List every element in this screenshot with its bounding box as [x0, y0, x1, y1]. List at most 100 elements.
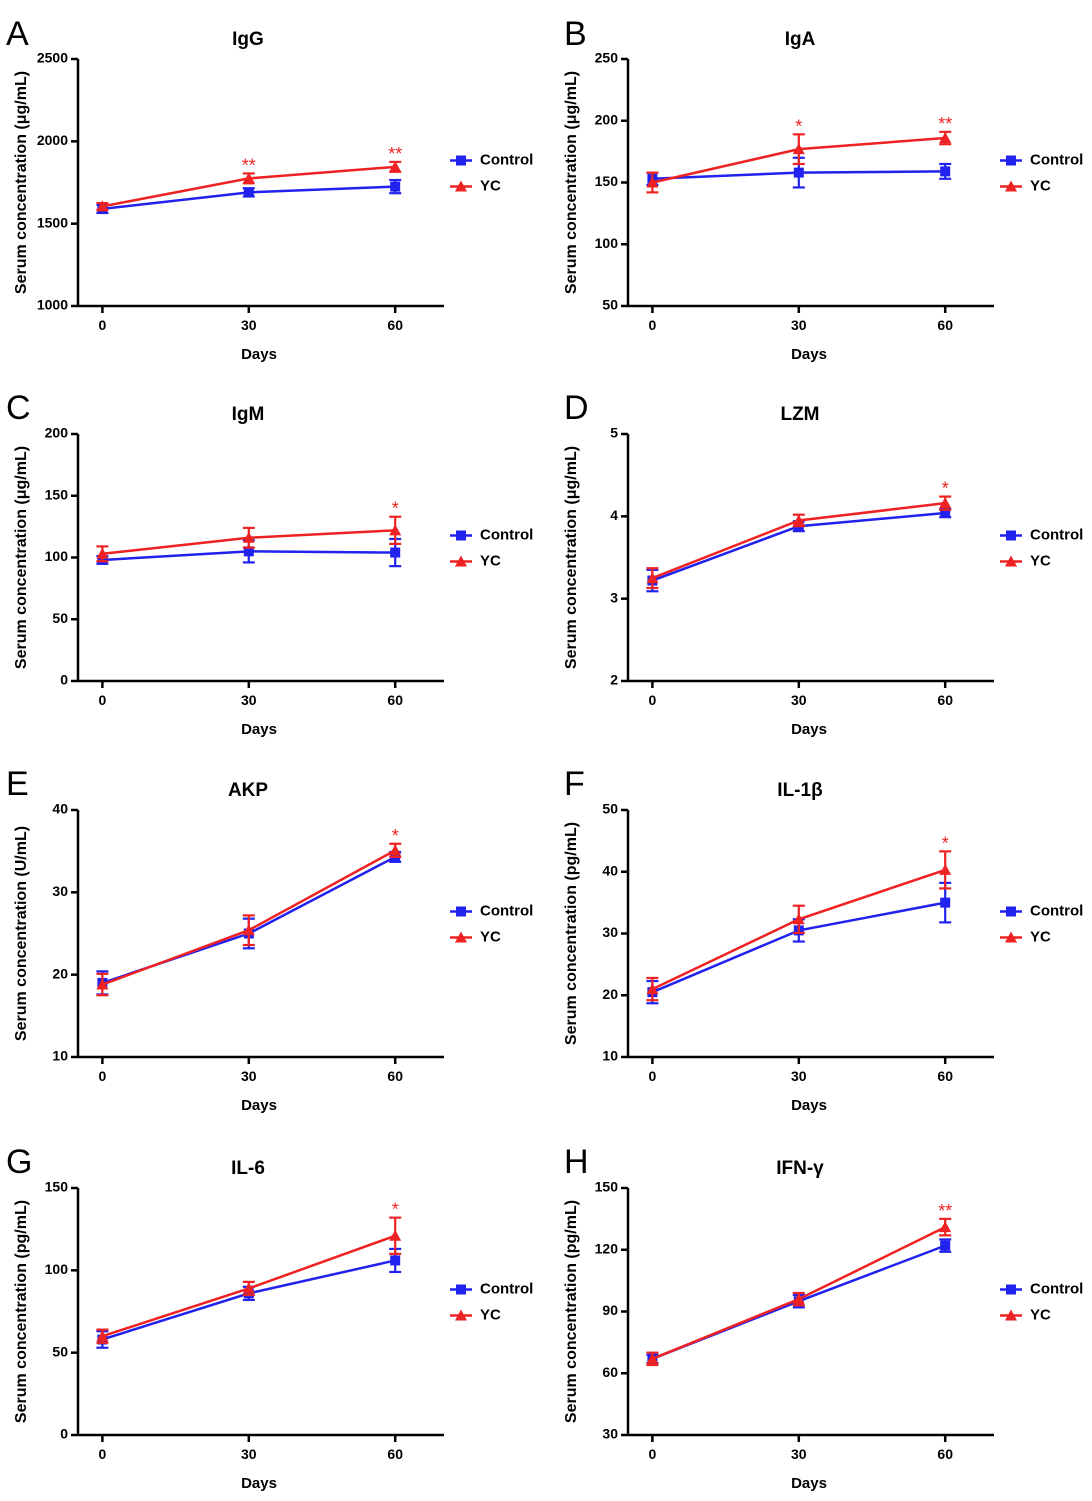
panel-a-y-label: Serum concentration (μg/mL) — [13, 71, 30, 294]
panel-g-legend-control-marker — [456, 1284, 466, 1295]
panel-h-legend-control-marker — [1006, 1284, 1016, 1295]
panel-b-title: IgA — [785, 29, 816, 50]
panel-e-yc-point — [242, 924, 255, 936]
panel-c-legend-yc-label: YC — [480, 552, 501, 569]
panel-d-legend-control-label: Control — [1030, 526, 1083, 543]
panel-e-legend-control-label: Control — [480, 902, 533, 919]
panel-b-yc-point — [646, 176, 659, 188]
panel-e-x-label: Days — [241, 1097, 277, 1114]
panel-h: H IFN-γ 30 60 90 120 150 0 30 60 Days Serum concent… — [563, 1143, 1083, 1492]
panel-h-y-tick-label: 60 — [602, 1364, 618, 1380]
panel-e-significance-marker: * — [392, 826, 399, 846]
panel-b-legend-control-marker — [1006, 155, 1016, 166]
panel-c-x-label: Days — [241, 721, 277, 738]
panel-e-yc-point — [389, 844, 402, 856]
panel-f-y-tick-label: 30 — [602, 924, 618, 940]
panel-e-yc-point — [96, 978, 109, 990]
panel-h-yc-point — [939, 1221, 952, 1233]
panel-b-letter: B — [564, 15, 587, 53]
panel-g-legend-yc-label: YC — [480, 1306, 501, 1323]
panel-f-x-tick-label: 60 — [937, 1068, 953, 1084]
panel-d-yc-point — [939, 497, 952, 509]
panel-h-legend-yc-marker — [1005, 1309, 1017, 1321]
panel-b-x-tick-label: 30 — [791, 317, 807, 333]
panel-f-x-label: Days — [791, 1097, 827, 1114]
panel-g-x-tick-label: 30 — [241, 1446, 257, 1462]
panel-d-x-label: Days — [791, 721, 827, 738]
panel-e: E AKP 10 20 30 40 0 30 60 Days Serum concentration… — [6, 765, 533, 1114]
panel-b-y-label: Serum concentration (μg/mL) — [563, 71, 580, 294]
panel-h-significance-marker: ** — [938, 1201, 952, 1221]
panel-c-x-tick-label: 60 — [387, 692, 403, 708]
panel-d-yc-point — [646, 572, 659, 584]
panel-d-letter: D — [564, 389, 589, 427]
panel-e-x-tick-label: 0 — [99, 1068, 107, 1084]
panel-g-significance-marker: * — [392, 1200, 399, 1220]
panel-g-legend-control-label: Control — [480, 1280, 533, 1297]
panel-b-control-point — [793, 167, 804, 178]
panel-b-y-tick-label: 50 — [602, 297, 618, 313]
panel-a-significance-marker: ** — [388, 144, 402, 164]
panel-c-y-tick-label: 150 — [45, 486, 69, 502]
panel-h-x-tick-label: 30 — [791, 1446, 807, 1462]
panel-d-y-tick-label: 5 — [610, 425, 618, 441]
panel-f-yc-point — [646, 983, 659, 995]
panel-a: A IgG 1000 1500 2000 2500 0 30 60 Days Serum conce… — [6, 15, 533, 363]
panel-a-y-tick-label: 1000 — [37, 297, 68, 313]
panel-a-control-point — [243, 187, 254, 198]
panel-e-y-tick-label: 40 — [52, 801, 68, 817]
panel-c-significance-marker: * — [392, 499, 399, 519]
panel-f-y-tick-label: 10 — [602, 1048, 618, 1064]
panel-a-y-tick-label: 2000 — [37, 132, 68, 148]
panel-e-legend-control-marker — [456, 906, 466, 917]
panel-f-x-tick-label: 30 — [791, 1068, 807, 1084]
panel-c-yc-point — [389, 524, 402, 536]
panel-d-y-tick-label: 3 — [610, 589, 618, 605]
panel-f: F IL-1β 10 20 30 40 50 0 30 60 Days Serum concentra… — [563, 765, 1083, 1114]
panel-g-y-tick-label: 0 — [60, 1426, 68, 1442]
panel-c-letter: C — [6, 389, 31, 427]
panel-d-x-tick-label: 30 — [791, 692, 807, 708]
panel-e-legend-yc-label: YC — [480, 928, 501, 945]
panel-d-legend-control-marker — [1006, 530, 1016, 541]
panel-e-x-tick-label: 30 — [241, 1068, 257, 1084]
panel-f-y-label: Serum concentration (pg/mL) — [563, 822, 580, 1045]
panel-f-letter: F — [564, 765, 585, 803]
panel-c-yc-point — [242, 531, 255, 543]
panel-d-x-tick-label: 60 — [937, 692, 953, 708]
panel-c-yc-point — [96, 547, 109, 559]
panel-e-title: AKP — [228, 780, 268, 801]
panel-c-x-tick-label: 30 — [241, 692, 257, 708]
panel-d: D LZM 2 3 4 5 0 30 60 Days Serum concentration (μg… — [563, 389, 1083, 738]
panel-a-letter: A — [6, 15, 29, 53]
panel-b-x-label: Days — [791, 346, 827, 363]
panel-f-y-tick-label: 50 — [602, 801, 618, 817]
panel-b-y-tick-label: 200 — [595, 111, 619, 127]
panel-d-x-tick-label: 0 — [649, 692, 657, 708]
panel-a-yc-point — [242, 172, 255, 184]
panel-a-x-tick-label: 60 — [387, 317, 403, 333]
panel-f-legend-yc-label: YC — [1030, 928, 1051, 945]
panel-g-x-tick-label: 60 — [387, 1446, 403, 1462]
panel-a-legend-yc-marker — [455, 180, 467, 192]
panel-g-y-label: Serum concentration (pg/mL) — [13, 1200, 30, 1423]
panel-c-y-tick-label: 0 — [60, 672, 68, 688]
panel-b-legend-yc-marker — [1005, 180, 1017, 192]
panel-f-y-tick-label: 40 — [602, 862, 618, 878]
panel-f-yc-point — [792, 913, 805, 925]
panel-b-significance-marker: * — [795, 116, 802, 136]
panel-b-x-tick-label: 0 — [649, 317, 657, 333]
panel-d-legend-yc-marker — [1005, 555, 1017, 567]
panel-e-x-tick-label: 60 — [387, 1068, 403, 1084]
panel-c-y-tick-label: 50 — [52, 610, 68, 626]
panel-h-letter: H — [564, 1143, 589, 1181]
panel-h-legend-yc-label: YC — [1030, 1306, 1051, 1323]
panel-f-control-point — [940, 897, 951, 908]
panel-g-yc-point — [242, 1282, 255, 1294]
panel-a-legend-control-label: Control — [480, 151, 533, 168]
panel-g-y-tick-label: 50 — [52, 1343, 68, 1359]
panel-c-x-tick-label: 0 — [99, 692, 107, 708]
panel-b-y-tick-label: 250 — [595, 50, 619, 66]
panel-g-yc-point — [96, 1330, 109, 1342]
